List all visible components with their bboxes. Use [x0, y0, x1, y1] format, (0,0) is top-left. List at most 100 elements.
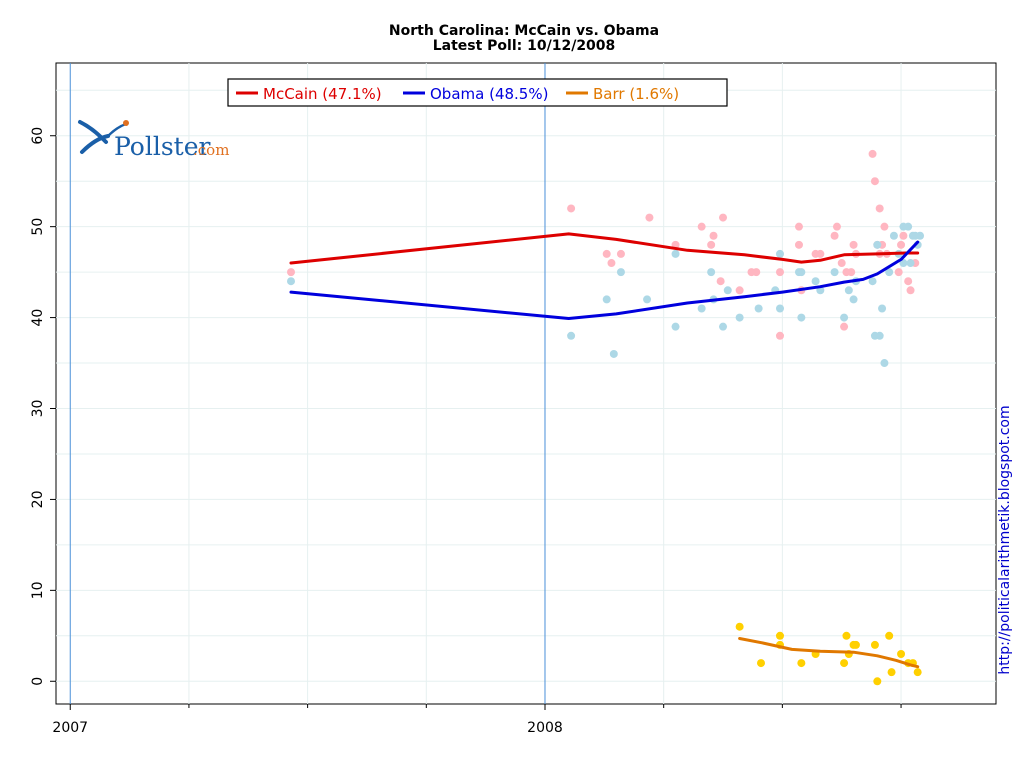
- obama-poll-point: [723, 286, 732, 295]
- obama-poll-point: [868, 277, 877, 286]
- mccain-poll-point: [897, 240, 906, 249]
- mccain-poll-point: [567, 204, 576, 213]
- mccain-poll-point: [709, 231, 718, 240]
- mccain-poll-point: [287, 268, 295, 277]
- obama-poll-point: [671, 322, 680, 331]
- obama-poll-point: [697, 304, 706, 313]
- mccain-poll-point: [830, 231, 839, 240]
- mccain-trend-line: [289, 232, 920, 265]
- barr-poll-point: [840, 659, 849, 668]
- obama-poll-point: [775, 304, 784, 313]
- barr-poll-point: [842, 631, 851, 640]
- legend-mccain-label: McCain (47.1%): [263, 85, 382, 103]
- points-layer: [287, 149, 925, 686]
- obama-poll-point: [875, 331, 884, 340]
- trend-layer: [289, 232, 920, 669]
- obama-poll-point: [878, 304, 887, 313]
- obama-poll-point: [916, 231, 925, 240]
- y-tick-label: 0: [30, 677, 46, 686]
- mccain-poll-point: [794, 222, 803, 231]
- obama-poll-point: [811, 277, 820, 286]
- barr-poll-point: [870, 640, 879, 649]
- x-tick-label: 2007: [52, 720, 88, 736]
- barr-poll-point: [735, 622, 744, 631]
- obama-poll-point: [899, 259, 908, 268]
- barr-poll-point: [887, 668, 896, 677]
- barr-trend-line: [738, 637, 920, 669]
- legend-box: [227, 78, 728, 107]
- y-tick-label: 20: [30, 491, 46, 509]
- obama-poll-point: [904, 222, 913, 231]
- chart-title: North Carolina: McCain vs. Obama: [389, 23, 659, 39]
- y-tick-label: 60: [30, 127, 46, 145]
- obama-poll-point: [287, 277, 295, 286]
- obama-trend-line: [289, 240, 920, 320]
- mccain-poll-point: [645, 213, 654, 222]
- y-tick-label: 10: [30, 581, 46, 599]
- obama-poll-point: [643, 295, 652, 304]
- mccain-poll-point: [794, 240, 803, 249]
- chart-subtitle: Latest Poll: 10/12/2008: [433, 38, 616, 54]
- obama-poll-point: [889, 231, 898, 240]
- barr-poll-point: [913, 668, 922, 677]
- mccain-poll-point: [904, 277, 913, 286]
- obama-poll-point: [885, 268, 894, 277]
- mccain-poll-point: [707, 240, 716, 249]
- mccain-poll-point: [894, 268, 903, 277]
- logo-suffix: .com: [193, 141, 229, 159]
- mccain-poll-point: [906, 286, 915, 295]
- obama-poll-point: [567, 331, 576, 340]
- obama-poll-point: [735, 313, 744, 322]
- mccain-poll-point: [880, 222, 889, 231]
- year-lines: [69, 63, 546, 704]
- obama-poll-point: [830, 268, 839, 277]
- mccain-poll-point: [816, 249, 825, 258]
- logo-swoosh-upper-icon: [78, 120, 108, 144]
- legend-barr-label: Barr (1.6%): [593, 85, 679, 103]
- mccain-poll-point: [870, 177, 879, 186]
- legend-obama-label: Obama (48.5%): [430, 85, 548, 103]
- logo-dot-icon: [123, 120, 129, 126]
- obama-poll-point: [671, 249, 680, 258]
- mccain-poll-point: [840, 322, 849, 331]
- barr-poll-point: [775, 631, 784, 640]
- axes: 0 10 20 30 40 50 60 2007 2008: [30, 127, 902, 736]
- barr-poll-point: [757, 659, 765, 668]
- logo-text: Pollster: [114, 132, 211, 161]
- mccain-poll-point: [868, 149, 877, 158]
- mccain-poll-point: [875, 204, 884, 213]
- obama-poll-point: [754, 304, 763, 313]
- obama-poll-point: [797, 268, 806, 277]
- grid: [56, 63, 996, 704]
- mccain-poll-point: [607, 259, 616, 268]
- barr-poll-point: [885, 631, 894, 640]
- obama-poll-point: [880, 359, 889, 368]
- mccain-poll-point: [602, 249, 611, 258]
- obama-poll-point: [719, 322, 728, 331]
- y-tick-label: 40: [30, 309, 46, 327]
- legend: McCain (47.1%) Obama (48.5%) Barr (1.6%): [227, 78, 728, 107]
- mccain-poll-point: [837, 259, 846, 268]
- mccain-poll-point: [775, 268, 784, 277]
- barr-poll-point: [797, 659, 806, 668]
- barr-poll-point: [897, 649, 906, 658]
- barr-poll-point: [851, 640, 860, 649]
- logo-swoosh-lower-icon: [80, 134, 110, 154]
- pollster-logo: Pollster .com: [78, 120, 229, 161]
- obama-poll-point: [775, 249, 784, 258]
- obama-poll-point: [602, 295, 611, 304]
- obama-poll-point: [844, 286, 853, 295]
- y-tick-label: 30: [30, 400, 46, 418]
- barr-poll-point: [873, 677, 882, 686]
- mccain-poll-point: [899, 231, 908, 240]
- mccain-poll-point: [616, 249, 625, 258]
- mccain-poll-point: [775, 331, 784, 340]
- obama-poll-point: [840, 313, 849, 322]
- mccain-poll-point: [847, 268, 856, 277]
- obama-poll-point: [609, 349, 618, 358]
- plot-area: [55, 62, 997, 705]
- obama-poll-point: [906, 259, 915, 268]
- mccain-poll-point: [716, 277, 725, 286]
- obama-poll-point: [873, 240, 882, 249]
- mccain-poll-point: [752, 268, 761, 277]
